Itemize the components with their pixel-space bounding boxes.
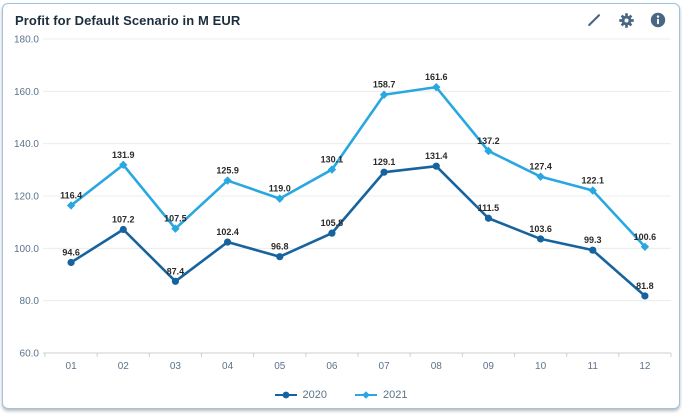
x-axis-category-label: 11 [588, 361, 599, 372]
legend-item-2020[interactable]: 2020 [274, 389, 327, 401]
x-axis-category-label: 05 [274, 361, 286, 372]
chart-legend: 2020 2021 [3, 389, 679, 401]
data-label: 102.4 [216, 227, 239, 237]
data-label: 131.9 [112, 150, 135, 160]
data-label: 111.5 [478, 203, 500, 213]
data-point-2020[interactable] [223, 238, 232, 246]
widget-title: Profit for Default Scenario in M EUR [15, 12, 241, 28]
data-label: 131.4 [425, 151, 448, 161]
data-point-2020[interactable] [67, 258, 75, 267]
data-label: 100.6 [634, 232, 657, 242]
y-axis-tick-label: 160.0 [14, 87, 39, 98]
data-label: 81.8 [636, 281, 654, 291]
data-point-2021[interactable] [536, 172, 545, 181]
data-label: 161.6 [425, 72, 448, 82]
x-axis-category-label: 07 [379, 361, 391, 372]
edit-pencil-icon[interactable] [585, 11, 603, 29]
data-point-2020[interactable] [536, 235, 545, 243]
widget-toolbar [585, 11, 667, 29]
data-point-2021[interactable] [119, 160, 128, 170]
data-point-2020[interactable] [380, 168, 388, 176]
data-label: 87.4 [167, 266, 185, 276]
legend-marker-circle-icon [274, 391, 297, 399]
data-label: 103.6 [529, 224, 552, 234]
y-axis-tick-label: 100.0 [14, 244, 39, 255]
data-label: 130.1 [321, 155, 344, 165]
chart-widget-card: Profit for Default Scenario in M EUR [2, 3, 680, 409]
x-axis-category-label: 03 [170, 361, 182, 372]
data-label: 105.8 [321, 218, 344, 228]
line-chart: 60.0 80.0 100.0 120.0 140.0 160.0 180.0 01 02 03 0… [14, 35, 672, 372]
data-label: 127.4 [529, 162, 552, 172]
data-point-2020[interactable] [432, 162, 440, 170]
series-line-2021 [69, 85, 647, 249]
x-axis-category-label: 01 [66, 361, 78, 372]
data-point-2020[interactable] [589, 246, 597, 254]
data-label: 107.2 [112, 214, 135, 224]
data-label: 129.1 [373, 157, 396, 167]
data-point-2020[interactable] [328, 229, 336, 237]
data-point-2021[interactable] [588, 186, 597, 195]
data-point-2021[interactable] [327, 165, 337, 174]
data-point-2020[interactable] [484, 214, 493, 222]
data-label: 116.4 [60, 190, 82, 200]
y-axis-tick-label: 120.0 [14, 192, 39, 203]
y-axis-tick-label: 80.0 [20, 296, 40, 307]
legend-label: 2020 [302, 389, 327, 401]
info-icon[interactable] [649, 11, 667, 29]
data-label: 96.8 [271, 242, 289, 252]
data-label: 125.9 [216, 166, 239, 176]
data-label: 158.7 [373, 80, 396, 90]
data-label: 107.5 [164, 214, 187, 224]
y-axis-tick-label: 140.0 [14, 139, 39, 150]
widget-header: Profit for Default Scenario in M EUR [3, 4, 679, 29]
data-point-2021[interactable] [640, 242, 650, 251]
data-label: 99.3 [584, 235, 602, 245]
y-axis-tick-label: 60.0 [20, 349, 40, 360]
data-point-2021[interactable] [275, 194, 284, 203]
data-point-2021[interactable] [379, 90, 389, 99]
data-label: 119.0 [269, 184, 291, 194]
data-point-2021[interactable] [66, 201, 76, 210]
data-label: 122.1 [581, 176, 604, 186]
x-axis-category-label: 04 [222, 361, 234, 372]
x-axis-category-label: 02 [118, 361, 130, 372]
data-point-2021[interactable] [432, 82, 441, 92]
legend-label: 2021 [383, 389, 408, 401]
y-axis-tick-label: 180.0 [14, 35, 39, 46]
data-point-2021[interactable] [484, 146, 493, 156]
x-axis-category-label: 10 [535, 361, 547, 372]
data-label: 94.6 [62, 247, 80, 257]
data-point-2020[interactable] [171, 277, 180, 285]
data-point-2020[interactable] [119, 225, 127, 234]
data-point-2020[interactable] [276, 253, 284, 261]
legend-item-2021[interactable]: 2021 [355, 389, 407, 401]
data-point-2021[interactable] [171, 224, 180, 233]
series-line-2020 [69, 164, 647, 298]
legend-marker-diamond-icon [355, 391, 377, 399]
data-point-2021[interactable] [223, 176, 232, 185]
x-axis-category-label: 09 [483, 361, 495, 372]
data-label: 137.2 [477, 136, 500, 146]
x-axis-category-label: 12 [639, 361, 651, 372]
data-point-2020[interactable] [641, 292, 649, 300]
x-axis-category-label: 06 [326, 361, 338, 372]
gear-icon[interactable] [617, 11, 635, 29]
x-axis-category-label: 08 [431, 361, 443, 372]
